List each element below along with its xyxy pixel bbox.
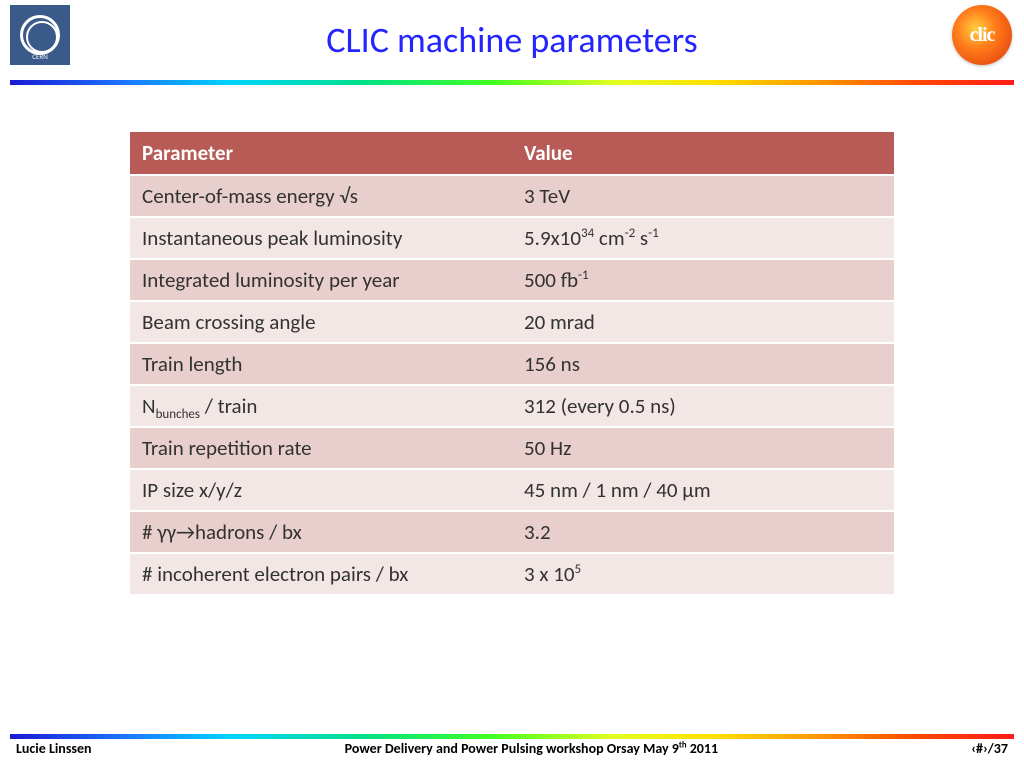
cell-parameter: Instantaneous peak luminosity [130, 218, 512, 258]
table-row: Center-of-mass energy √s3 TeV [130, 176, 894, 216]
table-row: Beam crossing angle20 mrad [130, 302, 894, 342]
clic-logo-label: clic [970, 24, 995, 47]
cell-parameter: IP size x/y/z [130, 470, 512, 510]
table-row: Nbunches / train312 (every 0.5 ns) [130, 386, 894, 426]
cell-parameter: Center-of-mass energy √s [130, 176, 512, 216]
table-row: Instantaneous peak luminosity5.9x1034 cm… [130, 218, 894, 258]
cell-value: 3 TeV [512, 176, 894, 216]
cell-value: 45 nm / 1 nm / 40 µm [512, 470, 894, 510]
slide-header: CERN CLIC machine parameters clic [0, 0, 1024, 85]
footer-event: Power Delivery and Power Pulsing worksho… [345, 740, 719, 757]
table-row: IP size x/y/z45 nm / 1 nm / 40 µm [130, 470, 894, 510]
rainbow-divider-bottom [10, 734, 1014, 739]
cell-parameter: # incoherent electron pairs / bx [130, 554, 512, 594]
parameters-table: Parameter Value Center-of-mass energy √s… [130, 130, 894, 596]
col-header-parameter: Parameter [130, 132, 512, 174]
slide-footer: Lucie Linssen Power Delivery and Power P… [10, 734, 1014, 760]
cell-value: 3 x 105 [512, 554, 894, 594]
cell-parameter: Nbunches / train [130, 386, 512, 426]
table-header-row: Parameter Value [130, 132, 894, 174]
rainbow-divider-top [10, 80, 1014, 85]
table-row: # γγ→hadrons / bx3.2 [130, 512, 894, 552]
cell-value: 3.2 [512, 512, 894, 552]
cell-value: 5.9x1034 cm-2 s-1 [512, 218, 894, 258]
cern-logo-icon: CERN [10, 5, 70, 65]
cell-value: 50 Hz [512, 428, 894, 468]
cell-value: 20 mrad [512, 302, 894, 342]
cell-value: 156 ns [512, 344, 894, 384]
cell-value: 312 (every 0.5 ns) [512, 386, 894, 426]
slide-content: Parameter Value Center-of-mass energy √s… [0, 85, 1024, 596]
cell-parameter: # γγ→hadrons / bx [130, 512, 512, 552]
cern-logo-label: CERN [12, 52, 68, 61]
cell-parameter: Train length [130, 344, 512, 384]
footer-page-number: ‹#›/37 [971, 740, 1008, 757]
table-row: Train repetition rate50 Hz [130, 428, 894, 468]
table-row: # incoherent electron pairs / bx3 x 105 [130, 554, 894, 594]
clic-logo-icon: clic [952, 5, 1012, 65]
col-header-value: Value [512, 132, 894, 174]
page-title: CLIC machine parameters [0, 0, 1024, 62]
table-row: Train length156 ns [130, 344, 894, 384]
cell-parameter: Integrated luminosity per year [130, 260, 512, 300]
cell-value: 500 fb-1 [512, 260, 894, 300]
cell-parameter: Beam crossing angle [130, 302, 512, 342]
cell-parameter: Train repetition rate [130, 428, 512, 468]
footer-author: Lucie Linssen [16, 740, 92, 757]
table-row: Integrated luminosity per year500 fb-1 [130, 260, 894, 300]
